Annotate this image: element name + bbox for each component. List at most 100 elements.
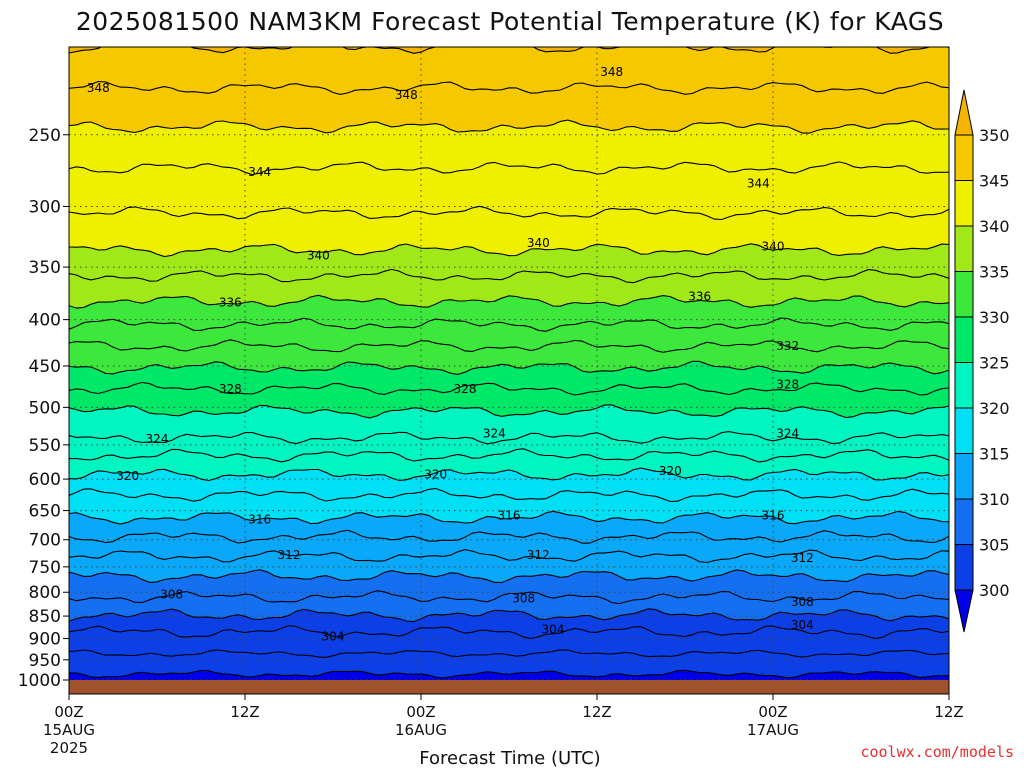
contour-label: 312 bbox=[527, 548, 550, 562]
contour-label: 312 bbox=[278, 548, 301, 562]
isentrope-342 bbox=[69, 205, 949, 221]
colorbar-segment bbox=[954, 225, 974, 272]
chart-title: 2025081500 NAM3KM Forecast Potential Tem… bbox=[76, 7, 944, 36]
isentrope-344 bbox=[69, 161, 949, 176]
contour-label: 340 bbox=[307, 249, 330, 263]
x-tick-label: 12Z bbox=[230, 703, 259, 721]
isentrope-334 bbox=[69, 317, 949, 332]
y-tick-label: 300 bbox=[29, 197, 61, 217]
x-tick-label: 00Z bbox=[758, 703, 787, 721]
x-tick-date: 17AUG bbox=[747, 721, 799, 739]
isentrope-326 bbox=[69, 404, 949, 419]
contour-label: 324 bbox=[776, 426, 799, 440]
contour-label: 324 bbox=[146, 432, 169, 446]
y-tick-label: 350 bbox=[29, 258, 61, 278]
isentrope-308 bbox=[69, 590, 949, 605]
colorbar-label: 325 bbox=[979, 354, 1010, 373]
contour-label: 344 bbox=[747, 177, 770, 191]
isentrope-340 bbox=[69, 243, 949, 258]
x-tick-date: 16AUG bbox=[395, 721, 447, 739]
y-tick-label: 950 bbox=[29, 651, 61, 671]
contour-labels: 348 348 348 344 344 340 340 340 336 336 332 328 328 3… bbox=[87, 65, 814, 644]
plot-frame bbox=[68, 46, 950, 695]
colorbar-label: 305 bbox=[979, 536, 1010, 555]
colorbar-segment bbox=[954, 407, 974, 454]
colorbar-segment bbox=[954, 271, 974, 318]
x-tick-label: 12Z bbox=[582, 703, 611, 721]
contour-label: 316 bbox=[248, 513, 271, 527]
x-tick-label: 00Z bbox=[54, 703, 83, 721]
y-tick-label: 800 bbox=[29, 583, 61, 603]
y-tick-label: 500 bbox=[29, 398, 61, 418]
colorbar-label: 330 bbox=[979, 308, 1010, 327]
y-axis-ticks: 250 300 350 400 450 500 550 600 650 700 750 800 850 9… bbox=[18, 126, 69, 691]
contour-label: 340 bbox=[527, 236, 550, 250]
colorbar-segment bbox=[954, 316, 974, 363]
isentrope-306 bbox=[69, 608, 949, 623]
colorbar-segment bbox=[954, 134, 974, 181]
y-tick-label: 700 bbox=[29, 531, 61, 551]
isentrope-346 bbox=[69, 119, 949, 134]
isentrope-302 bbox=[69, 649, 949, 658]
contour-label: 316 bbox=[762, 508, 785, 522]
contour-label: 304 bbox=[791, 618, 814, 632]
colorbar-extend-min bbox=[954, 589, 974, 633]
x-tick-year: 2025 bbox=[50, 739, 88, 757]
credit-text[interactable]: coolwx.com/models bbox=[860, 743, 1014, 761]
isentrope-348 bbox=[69, 80, 949, 95]
colorbar-extend-max bbox=[954, 89, 974, 136]
y-tick-label: 1000 bbox=[18, 671, 61, 691]
isentrope-332 bbox=[69, 339, 949, 353]
ground-surface bbox=[69, 680, 949, 694]
contour-label: 336 bbox=[219, 296, 242, 310]
colorbar-label: 300 bbox=[979, 581, 1010, 600]
isentrope-338 bbox=[69, 268, 949, 284]
colorbar-segment bbox=[954, 180, 974, 227]
contour-label: 312 bbox=[791, 551, 814, 565]
contour-label: 304 bbox=[322, 629, 345, 643]
colorbar-segment bbox=[954, 453, 974, 500]
contour-label: 308 bbox=[160, 588, 183, 602]
contour-label: 320 bbox=[659, 464, 682, 478]
colorbar-segment bbox=[954, 362, 974, 409]
isentrope-312 bbox=[69, 549, 949, 564]
isentrope-324 bbox=[69, 431, 949, 445]
x-axis-label: Forecast Time (UTC) bbox=[419, 748, 600, 768]
x-tick-label: 00Z bbox=[406, 703, 435, 721]
isentrope-contours bbox=[69, 47, 949, 679]
y-tick-label: 750 bbox=[29, 558, 61, 578]
y-tick-label: 550 bbox=[29, 436, 61, 456]
isentrope-322 bbox=[69, 448, 949, 463]
x-tick-date: 15AUG bbox=[43, 721, 95, 739]
isentrope-304 bbox=[69, 625, 949, 640]
colorbar: 300 305 310 315 320 325 330 335 340 345 350 bbox=[954, 89, 1010, 633]
contour-label: 348 bbox=[395, 88, 418, 102]
y-tick-label: 600 bbox=[29, 470, 61, 490]
colorbar-label: 320 bbox=[979, 399, 1010, 418]
isentrope-320 bbox=[69, 467, 949, 482]
colorbar-segment bbox=[954, 498, 974, 545]
isentrope-316 bbox=[69, 510, 949, 525]
contour-label: 348 bbox=[87, 81, 110, 95]
contour-label: 320 bbox=[116, 469, 139, 483]
contour-label: 320 bbox=[424, 467, 447, 481]
colorbar-segment bbox=[954, 544, 974, 591]
contour-label: 340 bbox=[762, 239, 785, 253]
y-tick-label: 850 bbox=[29, 607, 61, 627]
x-tick-label: 12Z bbox=[934, 703, 963, 721]
colorbar-label: 315 bbox=[979, 445, 1010, 464]
isentrope-318 bbox=[69, 487, 949, 503]
colorbar-label: 310 bbox=[979, 490, 1010, 509]
contour-label: 348 bbox=[600, 65, 623, 79]
y-tick-label: 250 bbox=[29, 126, 61, 146]
color-fill-layer bbox=[69, 47, 949, 680]
isentrope-314 bbox=[69, 529, 949, 544]
y-tick-label: 400 bbox=[29, 311, 61, 331]
isentrope-328 bbox=[69, 381, 949, 396]
y-tick-label: 900 bbox=[29, 630, 61, 650]
isentrope-300 bbox=[69, 669, 949, 679]
contour-label: 344 bbox=[248, 165, 271, 179]
isentrope-336 bbox=[69, 294, 949, 309]
contour-label: 336 bbox=[688, 289, 711, 303]
